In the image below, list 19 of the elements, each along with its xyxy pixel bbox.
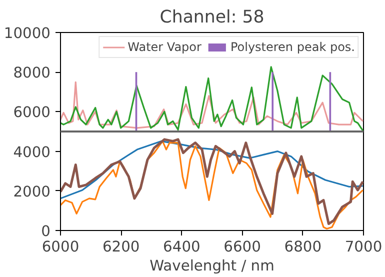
x-tick-label: 6200 <box>102 238 140 256</box>
y-tick-label: 10000 <box>4 25 50 42</box>
chart-title: Channel: 58 <box>160 8 264 28</box>
legend-label: Polysteren peak pos. <box>230 40 355 54</box>
line-series <box>60 140 364 200</box>
y-tick-label: 0 <box>41 223 51 240</box>
x-tick-label: 7000 <box>344 238 382 256</box>
x-tick-label: 6400 <box>163 238 200 256</box>
x-tick-label: 6000 <box>42 238 80 256</box>
x-axis-title: Wavelenght / nm <box>150 258 274 274</box>
line-series <box>60 66 364 132</box>
legend-label: Water Vapor <box>128 40 202 54</box>
line-series <box>60 81 364 129</box>
y-tick-label: 6000 <box>13 104 51 122</box>
y-tick-label: 8000 <box>13 64 51 82</box>
x-tick-label: 6600 <box>224 238 261 256</box>
y-tick-label: 2000 <box>13 183 51 200</box>
x-tick-label: 6800 <box>284 238 322 256</box>
y-tick-label: 4000 <box>13 144 51 161</box>
